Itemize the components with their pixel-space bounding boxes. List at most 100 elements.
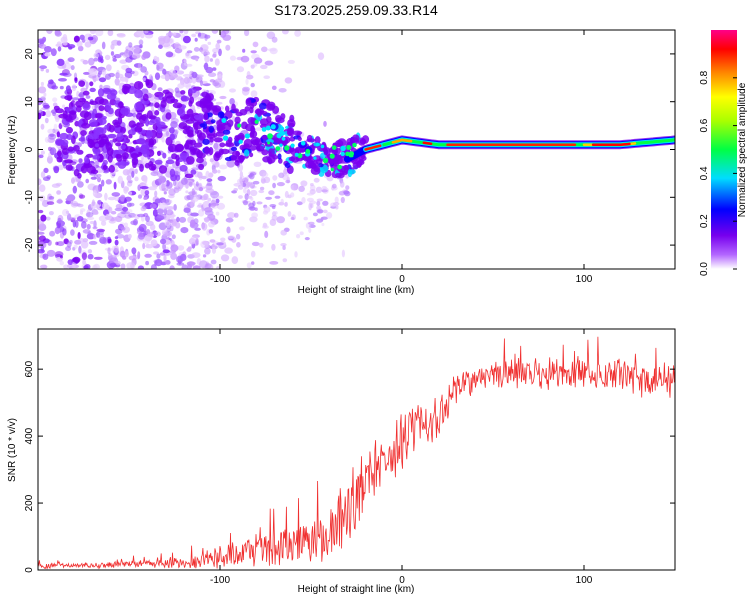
- noise-blob: [168, 69, 176, 76]
- noise-blob: [212, 67, 217, 71]
- ridge-blob: [53, 105, 60, 111]
- noise-blob: [119, 59, 128, 64]
- tail-blob: [262, 225, 269, 229]
- noise-blob: [97, 233, 105, 239]
- ridge-blob: [79, 110, 90, 118]
- noise-blob: [104, 54, 111, 61]
- noise-blob: [176, 70, 185, 75]
- noise-blob: [74, 77, 78, 82]
- noise-blob: [264, 60, 274, 66]
- ridge-highlight: [267, 133, 273, 140]
- noise-blob: [38, 235, 46, 242]
- ridge-highlight: [279, 143, 283, 147]
- ridge-blob: [127, 129, 136, 136]
- noise-blob: [156, 56, 160, 63]
- noise-blob: [145, 229, 151, 236]
- noise-blob: [250, 82, 255, 88]
- noise-blob: [123, 49, 133, 58]
- noise-blob: [90, 201, 97, 210]
- noise-blob: [178, 216, 187, 223]
- noise-blob: [209, 239, 216, 243]
- noise-blob: [204, 207, 213, 213]
- ridge-blob: [284, 162, 291, 169]
- tail-blob: [304, 237, 310, 241]
- noise-blob: [211, 247, 217, 254]
- noise-blob: [177, 245, 185, 251]
- noise-blob: [138, 39, 144, 46]
- ridge-blob: [121, 152, 129, 160]
- colorbar-tick-label: 0.6: [699, 118, 710, 132]
- noise-blob: [131, 116, 135, 122]
- noise-blob: [173, 180, 177, 187]
- noise-blob: [117, 212, 127, 219]
- noise-blob: [126, 175, 132, 182]
- noise-blob: [258, 242, 264, 248]
- ridge-highlight: [276, 133, 282, 139]
- noise-blob: [43, 92, 47, 97]
- noise-blob: [54, 30, 61, 36]
- ridge-blob: [96, 126, 104, 133]
- noise-blob: [182, 82, 191, 88]
- noise-blob: [74, 219, 79, 228]
- ridge-blob: [102, 87, 111, 93]
- noise-blob: [185, 183, 189, 189]
- noise-blob: [59, 261, 64, 266]
- noise-blob: [198, 187, 204, 192]
- ridge-blob: [256, 145, 265, 152]
- ridge-blob: [297, 136, 302, 141]
- noise-blob: [58, 78, 67, 82]
- noise-blob: [124, 196, 132, 202]
- noise-blob: [186, 194, 195, 200]
- noise-blob: [117, 175, 124, 184]
- ridge-blob: [53, 166, 60, 174]
- noise-blob: [173, 186, 181, 190]
- noise-blob: [215, 265, 221, 269]
- noise-blob: [137, 265, 144, 269]
- noise-blob: [167, 32, 174, 37]
- ridge-blob: [234, 155, 244, 163]
- ridge-highlight: [280, 126, 285, 131]
- noise-blob: [113, 181, 117, 190]
- noise-blob: [192, 265, 201, 269]
- ridge-highlight: [305, 149, 311, 154]
- noise-blob: [185, 53, 191, 59]
- noise-blob: [110, 43, 115, 50]
- ridge-highlight: [254, 119, 259, 124]
- noise-blob: [160, 74, 169, 79]
- ridge-blob: [80, 130, 87, 136]
- spectrogram-y-tick-label: -10: [24, 190, 35, 205]
- noise-blob: [139, 233, 145, 238]
- ridge-blob: [214, 151, 221, 157]
- noise-blob: [145, 260, 150, 266]
- noise-blob: [231, 190, 238, 194]
- noise-blob: [133, 63, 143, 68]
- noise-blob: [67, 57, 75, 63]
- noise-blob: [62, 104, 66, 108]
- ridge-blob: [203, 99, 213, 109]
- snr-line: [38, 336, 675, 570]
- ridge-highlight: [300, 141, 306, 146]
- noise-blob: [278, 88, 287, 93]
- noise-blob: [140, 188, 147, 196]
- ridge-blob: [230, 146, 238, 152]
- noise-blob: [144, 253, 152, 258]
- ridge-blob: [148, 141, 154, 148]
- noise-blob: [71, 177, 75, 184]
- noise-blob: [269, 47, 278, 55]
- ridge-highlight: [340, 145, 346, 152]
- noise-blob: [115, 203, 123, 209]
- noise-blob: [87, 36, 94, 41]
- spectrogram-x-tick-label: 100: [576, 274, 593, 285]
- noise-blob: [212, 169, 218, 174]
- snr-ticks: -100 0 100 0 200 400 600: [24, 329, 675, 586]
- noise-blob: [54, 115, 60, 123]
- noise-blob: [105, 73, 111, 80]
- ridge-highlight: [322, 157, 329, 164]
- noise-blob: [44, 46, 52, 53]
- ridge-blob: [314, 136, 321, 145]
- noise-blob: [39, 65, 47, 70]
- noise-blob: [209, 158, 215, 163]
- ridge-blob: [136, 112, 143, 120]
- noise-blob: [282, 30, 289, 35]
- noise-blob: [76, 203, 84, 208]
